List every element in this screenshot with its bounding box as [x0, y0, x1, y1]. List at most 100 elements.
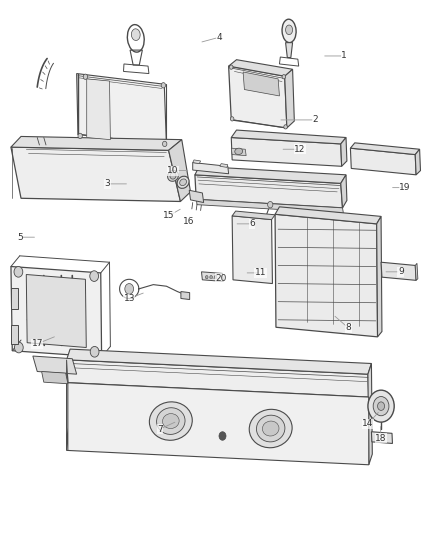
Text: 20: 20 — [215, 274, 227, 282]
Circle shape — [90, 271, 99, 281]
Ellipse shape — [131, 29, 140, 41]
Ellipse shape — [180, 179, 187, 185]
Text: 18: 18 — [375, 434, 387, 442]
Polygon shape — [189, 190, 204, 203]
Ellipse shape — [162, 414, 179, 429]
Ellipse shape — [257, 415, 285, 442]
Ellipse shape — [262, 421, 279, 436]
Polygon shape — [11, 147, 180, 201]
Ellipse shape — [149, 402, 192, 440]
Polygon shape — [11, 325, 18, 344]
Polygon shape — [193, 163, 229, 174]
Circle shape — [161, 83, 166, 88]
Circle shape — [282, 75, 286, 79]
Text: 12: 12 — [294, 145, 306, 154]
Text: 10: 10 — [167, 166, 179, 175]
Text: 6: 6 — [249, 220, 255, 228]
Text: 2: 2 — [313, 116, 318, 124]
Polygon shape — [275, 207, 381, 224]
Polygon shape — [229, 60, 293, 76]
Polygon shape — [11, 288, 18, 309]
Ellipse shape — [282, 19, 296, 43]
Circle shape — [214, 276, 217, 279]
Circle shape — [378, 402, 385, 410]
Polygon shape — [350, 148, 416, 175]
Ellipse shape — [235, 148, 243, 155]
Polygon shape — [231, 138, 342, 166]
Text: 17: 17 — [32, 340, 43, 348]
Polygon shape — [67, 383, 369, 465]
Polygon shape — [201, 272, 223, 281]
Text: 5: 5 — [17, 233, 23, 241]
Polygon shape — [231, 148, 246, 156]
Polygon shape — [341, 138, 347, 166]
Ellipse shape — [157, 408, 185, 434]
Polygon shape — [26, 274, 86, 348]
Polygon shape — [415, 263, 418, 280]
Circle shape — [230, 117, 234, 121]
Circle shape — [219, 432, 226, 440]
Circle shape — [83, 74, 88, 79]
Text: 9: 9 — [398, 268, 404, 276]
Polygon shape — [11, 266, 102, 357]
Polygon shape — [377, 216, 382, 337]
Ellipse shape — [170, 173, 176, 179]
Polygon shape — [243, 72, 279, 96]
Text: 14: 14 — [362, 419, 374, 428]
Circle shape — [14, 342, 23, 353]
Circle shape — [230, 65, 233, 69]
Polygon shape — [181, 292, 190, 300]
Polygon shape — [87, 79, 110, 140]
Polygon shape — [231, 130, 346, 144]
Text: 3: 3 — [104, 180, 110, 188]
Polygon shape — [67, 360, 369, 397]
Polygon shape — [286, 43, 293, 58]
Circle shape — [373, 397, 389, 416]
Polygon shape — [285, 69, 294, 128]
Polygon shape — [193, 160, 201, 164]
Text: 7: 7 — [157, 425, 163, 433]
Text: 13: 13 — [124, 294, 135, 303]
Polygon shape — [371, 432, 392, 443]
Polygon shape — [195, 175, 343, 208]
Polygon shape — [232, 216, 272, 284]
Text: 15: 15 — [163, 212, 174, 220]
Polygon shape — [11, 136, 182, 150]
Polygon shape — [368, 364, 372, 465]
Circle shape — [162, 141, 167, 147]
Polygon shape — [77, 74, 166, 145]
Polygon shape — [229, 66, 287, 128]
Circle shape — [90, 346, 99, 357]
Circle shape — [268, 201, 273, 208]
Text: 19: 19 — [399, 183, 411, 192]
Ellipse shape — [286, 25, 293, 35]
Polygon shape — [275, 214, 378, 337]
Text: 1: 1 — [341, 52, 347, 60]
Polygon shape — [42, 372, 68, 384]
Polygon shape — [220, 164, 228, 167]
Circle shape — [14, 266, 23, 277]
Ellipse shape — [177, 176, 189, 188]
Text: 16: 16 — [183, 217, 194, 225]
Polygon shape — [67, 360, 68, 450]
Polygon shape — [33, 356, 77, 374]
Ellipse shape — [249, 409, 292, 448]
Circle shape — [210, 276, 212, 279]
Circle shape — [125, 284, 134, 294]
Polygon shape — [196, 199, 343, 213]
Circle shape — [368, 390, 394, 422]
Ellipse shape — [168, 171, 178, 181]
Polygon shape — [232, 211, 275, 220]
Polygon shape — [169, 140, 191, 201]
Polygon shape — [350, 143, 420, 155]
Polygon shape — [415, 149, 420, 175]
Text: 11: 11 — [255, 269, 266, 277]
Circle shape — [78, 133, 82, 139]
Text: 8: 8 — [345, 324, 351, 332]
Circle shape — [284, 125, 287, 129]
Polygon shape — [341, 175, 347, 208]
Polygon shape — [381, 262, 416, 280]
Circle shape — [205, 276, 208, 279]
Text: 4: 4 — [216, 33, 222, 42]
Polygon shape — [195, 166, 346, 183]
